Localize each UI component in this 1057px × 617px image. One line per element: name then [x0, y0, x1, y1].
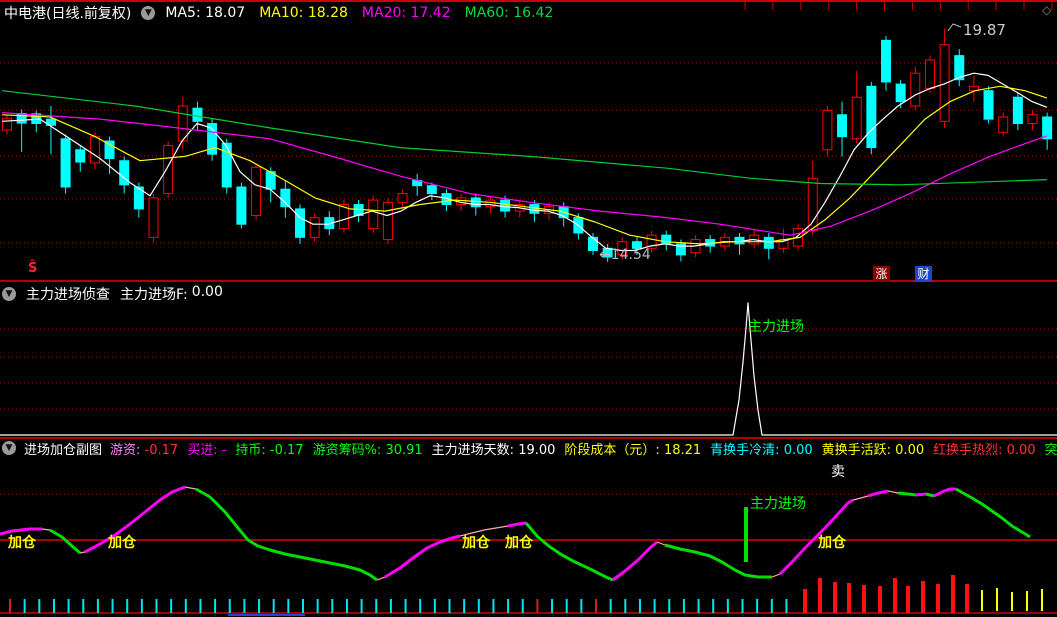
low-price-label: ←14.54 [599, 247, 651, 263]
panel2-separator [0, 280, 1057, 282]
bottom-scroll-segment[interactable] [228, 614, 305, 616]
indicator-field: 阶段成本（元）: 18.21 [564, 442, 702, 458]
panel3-title: 进场加仓副图 [24, 442, 103, 458]
panel3-fields-row: 游资: -0.17 买进: - 持币: -0.17 游资筹码%: 30.91 主力进场天… [110, 439, 1057, 458]
indicator-field: 青换手冷清: 0.00 [710, 442, 813, 458]
indicator-field: 持币: -0.17 [235, 442, 304, 458]
indicator-field: 黄换手活跃: 0.00 [821, 442, 925, 458]
indicator-field: 主力进场天数: 19.00 [431, 442, 556, 458]
ma-field: MA60: 16.42 [464, 4, 554, 21]
chart-title: 中电港(日线.前复权) [4, 5, 132, 22]
panel3-separator [0, 437, 1057, 439]
indicator-field: 突破点: 0.00 [1044, 442, 1057, 458]
indicator-field: 红换手热烈: 0.00 [933, 442, 1036, 458]
ma-values-row: MA5: 18.07 MA10: 18.28 MA20: 17.42 MA60: 16… [165, 5, 553, 21]
jiacang-label: 加仓 [462, 535, 490, 551]
chevron-down-icon[interactable]: ▼ [2, 287, 16, 301]
chevron-down-icon[interactable]: ▼ [141, 5, 156, 20]
zhang-badge[interactable]: 涨 [873, 266, 890, 282]
sell-signal-marker: Ŝ [28, 261, 38, 276]
panel3-header: ▼ 进场加仓副图 游资: -0.17 买进: - 持币: -0.17 游资筹码%: 3… [0, 439, 1057, 458]
panel2-field-value: 0.00 [191, 284, 223, 300]
ma-field: MA10: 18.28 [259, 4, 348, 21]
top-border [0, 0, 1057, 2]
panel2-field-label: 主力进场F: [120, 287, 188, 303]
panel2-signal-label: 主力进场 [748, 319, 804, 335]
panel2-title: 主力进场侦查 [26, 287, 110, 303]
jiacang-label: 加仓 [8, 535, 36, 551]
jiacang-label: 加仓 [108, 535, 136, 551]
high-price-label: 19.87 [963, 21, 1006, 39]
panel3-signal-label: 主力进场 [750, 496, 806, 512]
indicator-field: 买进: - [187, 442, 227, 458]
panel2-field: 主力进场F: 0.00 [120, 284, 223, 304]
ma-field: MA20: 17.42 [361, 4, 451, 21]
jiacang-label: 加仓 [818, 535, 846, 551]
cai-badge[interactable]: 财 [915, 266, 932, 282]
sell-label: 卖 [831, 464, 845, 480]
ma-field: MA5: 18.07 [165, 4, 246, 21]
indicator-field: 游资筹码%: 30.91 [312, 442, 423, 458]
chevron-down-icon[interactable]: ▼ [2, 441, 16, 455]
diamond-marker-icon[interactable]: ◇ [1042, 3, 1052, 17]
panel2-header: ▼ 主力进场侦查 主力进场F: 0.00 [0, 284, 1057, 304]
main-chart-header: 中电港(日线.前复权) ▼ MA5: 18.07 MA10: 18.28 MA20:… [0, 3, 1057, 22]
indicator-field: 游资: -0.17 [110, 442, 179, 458]
jiacang-label: 加仓 [505, 535, 533, 551]
